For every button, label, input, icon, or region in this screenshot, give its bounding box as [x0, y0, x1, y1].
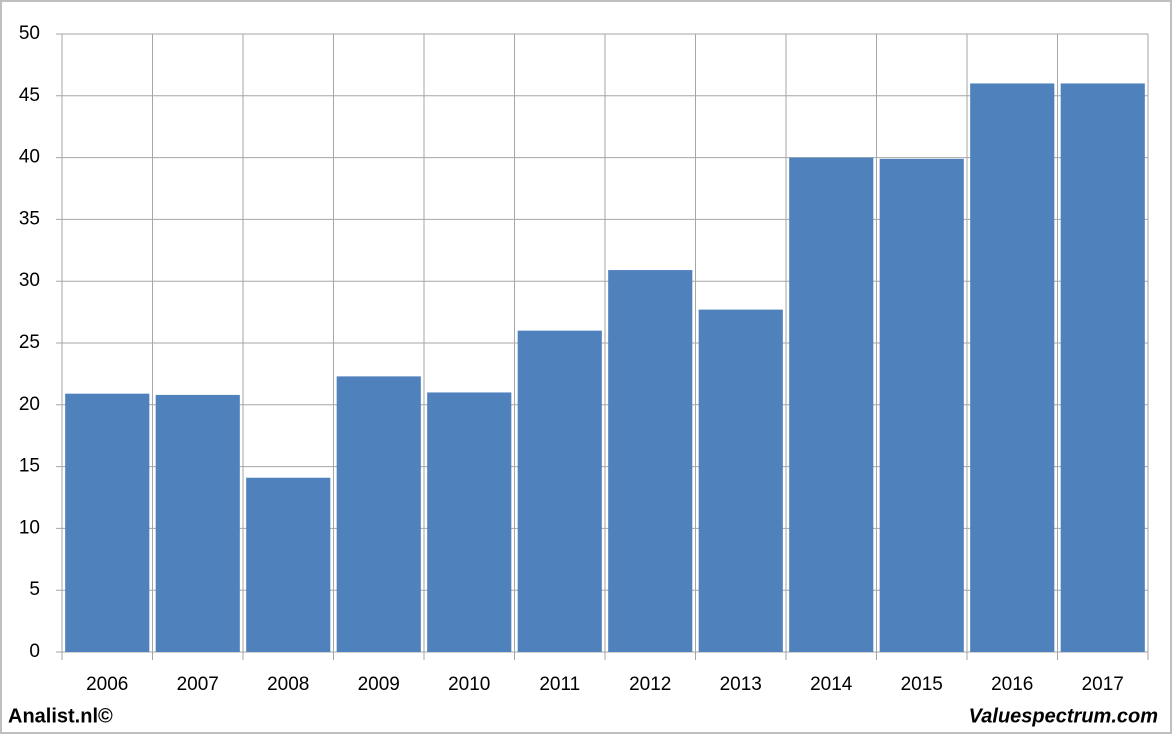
- bar: [336, 376, 421, 652]
- y-tick-label: 50: [19, 23, 40, 44]
- x-tick-label: 2010: [448, 674, 490, 695]
- x-tick-label: 2006: [86, 674, 128, 695]
- y-tick-label: 20: [19, 394, 40, 415]
- bar: [246, 477, 331, 652]
- bar: [1060, 83, 1145, 652]
- y-tick-label: 40: [19, 147, 40, 168]
- x-tick-label: 2017: [1082, 674, 1124, 695]
- x-tick-label: 2011: [539, 674, 580, 695]
- x-tick-label: 2007: [177, 674, 219, 695]
- bar: [155, 394, 240, 652]
- x-tick-label: 2008: [267, 674, 309, 695]
- y-tick-label: 0: [29, 641, 40, 662]
- x-tick-label: 2009: [358, 674, 400, 695]
- credit-right: Valuespectrum.com: [969, 705, 1158, 727]
- bar: [608, 270, 693, 652]
- bar: [65, 393, 150, 652]
- credit-left: Analist.nl©: [8, 705, 113, 727]
- bar: [970, 83, 1055, 652]
- bar: [789, 157, 874, 652]
- bar: [517, 330, 602, 652]
- x-tick-label: 2013: [720, 674, 762, 695]
- bar: [698, 309, 783, 652]
- x-tick-label: 2015: [901, 674, 943, 695]
- x-tick-label: 2012: [629, 674, 671, 695]
- y-tick-label: 30: [19, 270, 40, 291]
- y-tick-label: 35: [19, 208, 40, 229]
- y-tick-label: 45: [19, 85, 40, 106]
- x-tick-label: 2014: [810, 674, 853, 695]
- bar: [427, 392, 512, 652]
- y-tick-label: 10: [19, 517, 40, 538]
- y-tick-label: 5: [29, 579, 40, 600]
- bar: [879, 158, 964, 652]
- x-tick-label: 2016: [991, 674, 1033, 695]
- y-tick-label: 25: [19, 332, 40, 353]
- y-tick-label: 15: [19, 456, 40, 477]
